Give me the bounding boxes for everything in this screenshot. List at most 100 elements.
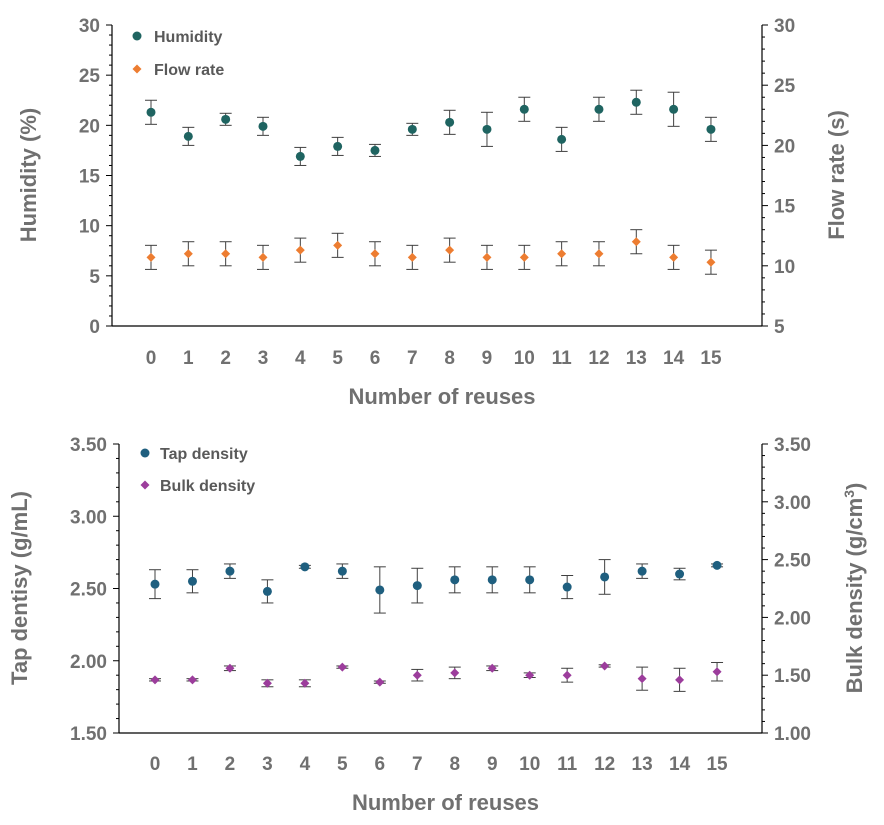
data-point (450, 668, 460, 678)
x-axis-title: Number of reuses (352, 790, 539, 815)
x-tick-label: 3 (258, 348, 269, 369)
legend-label: Flow rate (154, 62, 224, 79)
data-point (445, 117, 455, 127)
data-point (557, 134, 567, 144)
data-point (712, 560, 722, 570)
data-point (562, 582, 572, 592)
left-tick-label: 0 (89, 317, 100, 338)
x-tick-label: 13 (632, 754, 653, 775)
x-tick-label: 10 (519, 754, 540, 775)
right-tick-label: 10 (774, 257, 795, 278)
data-point (525, 670, 535, 680)
data-point (562, 670, 572, 680)
data-point (258, 121, 268, 131)
data-point (557, 249, 567, 259)
data-point (225, 566, 235, 576)
x-tick-label: 5 (332, 348, 343, 369)
x-tick-label: 6 (370, 348, 381, 369)
x-tick-label: 2 (225, 754, 236, 775)
data-point (333, 240, 343, 250)
legend-marker (140, 480, 150, 490)
right-tick-label: 1.50 (774, 666, 811, 687)
right-tick-label: 2.00 (774, 608, 811, 629)
left-tick-label: 1.50 (70, 724, 107, 745)
data-point (594, 104, 604, 114)
right-tick-label: 30 (774, 16, 795, 37)
x-tick-label: 12 (588, 348, 609, 369)
data-point (146, 107, 156, 117)
right-tick-label: 15 (774, 197, 796, 218)
data-point (370, 145, 380, 155)
data-point (412, 581, 422, 591)
legend-label: Humidity (154, 29, 223, 46)
x-tick-label: 1 (187, 754, 198, 775)
right-tick-label: 3.50 (774, 435, 811, 456)
right-tick-label: 25 (774, 76, 796, 97)
data-point (669, 252, 679, 262)
x-tick-label: 4 (295, 348, 306, 369)
x-tick-label: 14 (669, 754, 691, 775)
series-tap-density (149, 559, 724, 614)
data-point (407, 124, 417, 134)
left-tick-label: 5 (89, 267, 100, 288)
x-tick-label: 14 (663, 348, 685, 369)
right-tick-label: 20 (774, 136, 795, 157)
data-point (375, 585, 385, 595)
chart-2: 1.50 2.00 2.50 3.00 3.50 1.00 1.50 2.00 2.50 3.00… (7, 435, 867, 815)
y2-axis-title-sup: 3 (841, 490, 857, 498)
data-point (295, 151, 305, 161)
data-point (675, 569, 685, 579)
right-tick-label: 3.00 (774, 493, 811, 514)
left-tick-label: 20 (79, 116, 100, 137)
data-point (183, 131, 193, 141)
data-point (445, 245, 455, 255)
x-tick-label: 11 (557, 754, 578, 775)
x-tick-label: 10 (514, 348, 535, 369)
data-point (519, 104, 529, 114)
x-tick-label: 8 (449, 754, 460, 775)
data-point (300, 562, 310, 572)
data-point (370, 249, 380, 259)
data-point (258, 252, 268, 262)
data-point (482, 124, 492, 134)
legend-marker (140, 448, 150, 458)
data-point (706, 124, 716, 134)
left-tick-label: 30 (79, 16, 100, 37)
data-point (333, 141, 343, 151)
data-point (525, 575, 535, 585)
left-tick-label: 10 (79, 217, 100, 238)
data-point (187, 576, 197, 586)
data-point (594, 249, 604, 259)
x-tick-label: 6 (375, 754, 386, 775)
series-bulk-density (149, 661, 724, 692)
x-tick-label: 9 (482, 348, 493, 369)
data-point (631, 97, 641, 107)
x-axis-title: Number of reuses (348, 384, 535, 409)
x-tick-label: 8 (444, 348, 455, 369)
x-tick-label: 13 (626, 348, 647, 369)
data-point (600, 572, 610, 582)
data-point (706, 257, 716, 267)
data-point (631, 237, 641, 247)
x-tick-label: 15 (700, 348, 722, 369)
data-point (262, 586, 272, 596)
data-point (337, 662, 347, 672)
data-point (221, 114, 231, 124)
left-tick-label: 3.50 (70, 435, 107, 456)
data-point (637, 566, 647, 576)
x-tick-label: 3 (262, 754, 273, 775)
data-point (221, 249, 231, 259)
data-point (375, 677, 385, 687)
x-tick-label: 15 (706, 754, 728, 775)
data-point (300, 678, 310, 688)
data-point (337, 566, 347, 576)
legend-marker (132, 64, 142, 74)
data-point (519, 252, 529, 262)
data-point (183, 249, 193, 259)
legend-marker (132, 31, 142, 41)
data-point (412, 670, 422, 680)
x-tick-label: 7 (407, 348, 418, 369)
series-humidity (145, 89, 717, 166)
